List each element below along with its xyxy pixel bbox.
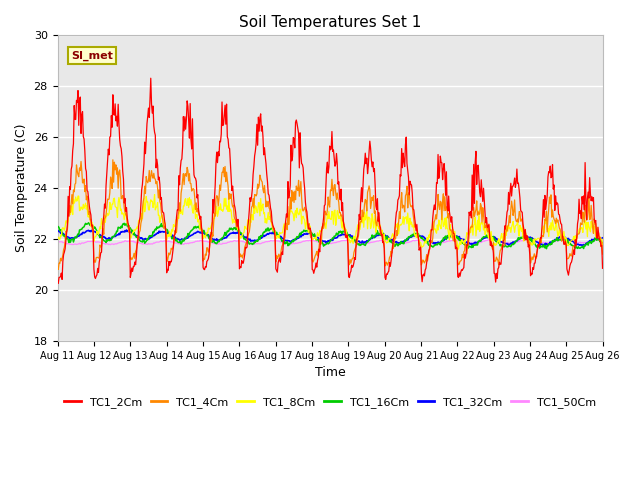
TC1_50Cm	[107, 242, 115, 248]
TC1_50Cm	[397, 240, 404, 246]
TC1_4Cm	[413, 234, 421, 240]
Line: TC1_32Cm: TC1_32Cm	[58, 230, 602, 246]
TC1_32Cm	[54, 228, 61, 233]
TC1_32Cm	[598, 235, 606, 241]
TC1_2Cm	[598, 265, 606, 271]
TC1_4Cm	[64, 216, 72, 222]
TC1_8Cm	[120, 211, 127, 217]
TC1_2Cm	[413, 231, 421, 237]
TC1_8Cm	[63, 221, 71, 227]
TC1_16Cm	[397, 239, 404, 244]
TC1_8Cm	[54, 236, 61, 242]
TC1_4Cm	[54, 264, 61, 270]
TC1_8Cm	[205, 225, 212, 231]
TC1_50Cm	[176, 241, 184, 247]
TC1_32Cm	[397, 239, 404, 245]
TC1_2Cm	[54, 278, 61, 284]
TC1_50Cm	[63, 241, 71, 247]
TC1_4Cm	[121, 209, 129, 215]
TC1_8Cm	[150, 192, 158, 197]
Line: TC1_16Cm: TC1_16Cm	[58, 223, 602, 249]
TC1_16Cm	[413, 230, 420, 236]
TC1_2Cm	[398, 146, 406, 152]
Y-axis label: Soil Temperature (C): Soil Temperature (C)	[15, 124, 28, 252]
TC1_32Cm	[540, 243, 547, 249]
TC1_50Cm	[54, 239, 61, 244]
TC1_4Cm	[398, 190, 406, 195]
TC1_16Cm	[176, 240, 184, 245]
TC1_50Cm	[413, 238, 420, 243]
TC1_32Cm	[63, 234, 71, 240]
TC1_4Cm	[205, 248, 213, 253]
TC1_8Cm	[413, 235, 420, 240]
Line: TC1_2Cm: TC1_2Cm	[58, 78, 602, 283]
TC1_50Cm	[205, 239, 212, 244]
Line: TC1_50Cm: TC1_50Cm	[58, 240, 602, 245]
TC1_32Cm	[120, 229, 127, 235]
TC1_16Cm	[205, 234, 212, 240]
TC1_8Cm	[454, 246, 462, 252]
TC1_4Cm	[54, 266, 62, 272]
TC1_4Cm	[177, 208, 184, 214]
Line: TC1_4Cm: TC1_4Cm	[58, 160, 602, 269]
TC1_50Cm	[596, 237, 604, 242]
TC1_2Cm	[120, 200, 128, 206]
TC1_16Cm	[84, 220, 92, 226]
TC1_16Cm	[54, 224, 61, 230]
TC1_2Cm	[177, 166, 184, 171]
Text: SI_met: SI_met	[71, 50, 113, 60]
TC1_2Cm	[64, 193, 72, 199]
TC1_50Cm	[120, 239, 128, 244]
TC1_16Cm	[63, 235, 71, 241]
TC1_32Cm	[413, 232, 420, 238]
TC1_8Cm	[598, 242, 606, 248]
Line: TC1_8Cm: TC1_8Cm	[58, 194, 602, 249]
TC1_2Cm	[147, 75, 155, 81]
TC1_4Cm	[598, 251, 606, 257]
TC1_16Cm	[543, 246, 550, 252]
TC1_16Cm	[598, 240, 606, 246]
TC1_32Cm	[176, 237, 184, 243]
Legend: TC1_2Cm, TC1_4Cm, TC1_8Cm, TC1_16Cm, TC1_32Cm, TC1_50Cm: TC1_2Cm, TC1_4Cm, TC1_8Cm, TC1_16Cm, TC1…	[60, 393, 600, 412]
TC1_32Cm	[205, 232, 212, 238]
TC1_8Cm	[397, 222, 404, 228]
TC1_8Cm	[176, 201, 184, 207]
TC1_4Cm	[109, 157, 116, 163]
TC1_2Cm	[54, 280, 62, 286]
TC1_2Cm	[205, 251, 213, 257]
TC1_50Cm	[598, 237, 606, 243]
X-axis label: Time: Time	[315, 366, 346, 379]
TC1_32Cm	[123, 227, 131, 233]
TC1_16Cm	[120, 220, 128, 226]
Title: Soil Temperatures Set 1: Soil Temperatures Set 1	[239, 15, 421, 30]
